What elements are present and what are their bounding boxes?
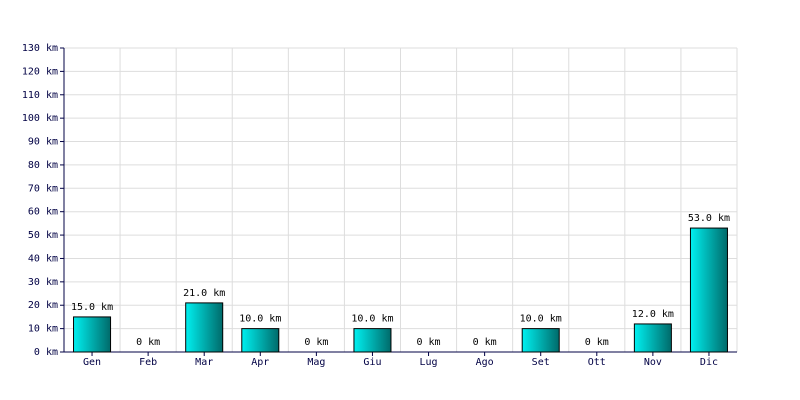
value-label: 0 km (473, 337, 497, 348)
x-tick-label: Feb (139, 357, 157, 368)
x-tick-label: Mar (195, 357, 213, 368)
bar (353, 328, 392, 353)
bar (241, 328, 280, 353)
bar (521, 328, 560, 353)
y-tick-label: 70 km (28, 183, 58, 194)
x-tick-label: Gen (83, 357, 101, 368)
value-label: 12.0 km (632, 309, 674, 320)
x-tick-label: Set (532, 357, 550, 368)
x-tick-label: Dic (700, 357, 718, 368)
y-tick-label: 130 km (22, 43, 58, 54)
value-label: 21.0 km (183, 288, 225, 299)
x-tick-label: Nov (644, 357, 662, 368)
y-tick-label: 30 km (28, 277, 58, 288)
value-label: 0 km (304, 337, 328, 348)
value-label: 15.0 km (71, 302, 113, 313)
bar (689, 227, 728, 353)
value-label: 0 km (416, 337, 440, 348)
value-label: 10.0 km (520, 314, 562, 325)
y-tick-label: 90 km (28, 137, 58, 148)
bar (185, 302, 224, 353)
value-label: 10.0 km (239, 314, 281, 325)
bar (73, 316, 112, 353)
y-tick-label: 20 km (28, 300, 58, 311)
y-tick-label: 80 km (28, 160, 58, 171)
y-tick-label: 100 km (22, 113, 58, 124)
x-tick-label: Ago (476, 357, 494, 368)
x-tick-label: Lug (420, 357, 438, 368)
bar (633, 323, 672, 353)
y-tick-label: 40 km (28, 253, 58, 264)
value-label: 0 km (136, 337, 160, 348)
x-tick-label: Ott (588, 357, 606, 368)
x-tick-label: Apr (251, 357, 269, 368)
x-tick-label: Mag (307, 357, 325, 368)
y-tick-label: 110 km (22, 90, 58, 101)
y-tick-label: 10 km (28, 324, 58, 335)
value-label: 53.0 km (688, 213, 730, 224)
value-label: 0 km (585, 337, 609, 348)
y-tick-label: 120 km (22, 66, 58, 77)
value-label: 10.0 km (351, 314, 393, 325)
y-tick-label: 0 km (34, 347, 58, 358)
y-tick-label: 50 km (28, 230, 58, 241)
y-tick-label: 60 km (28, 207, 58, 218)
x-tick-label: Giu (363, 357, 381, 368)
